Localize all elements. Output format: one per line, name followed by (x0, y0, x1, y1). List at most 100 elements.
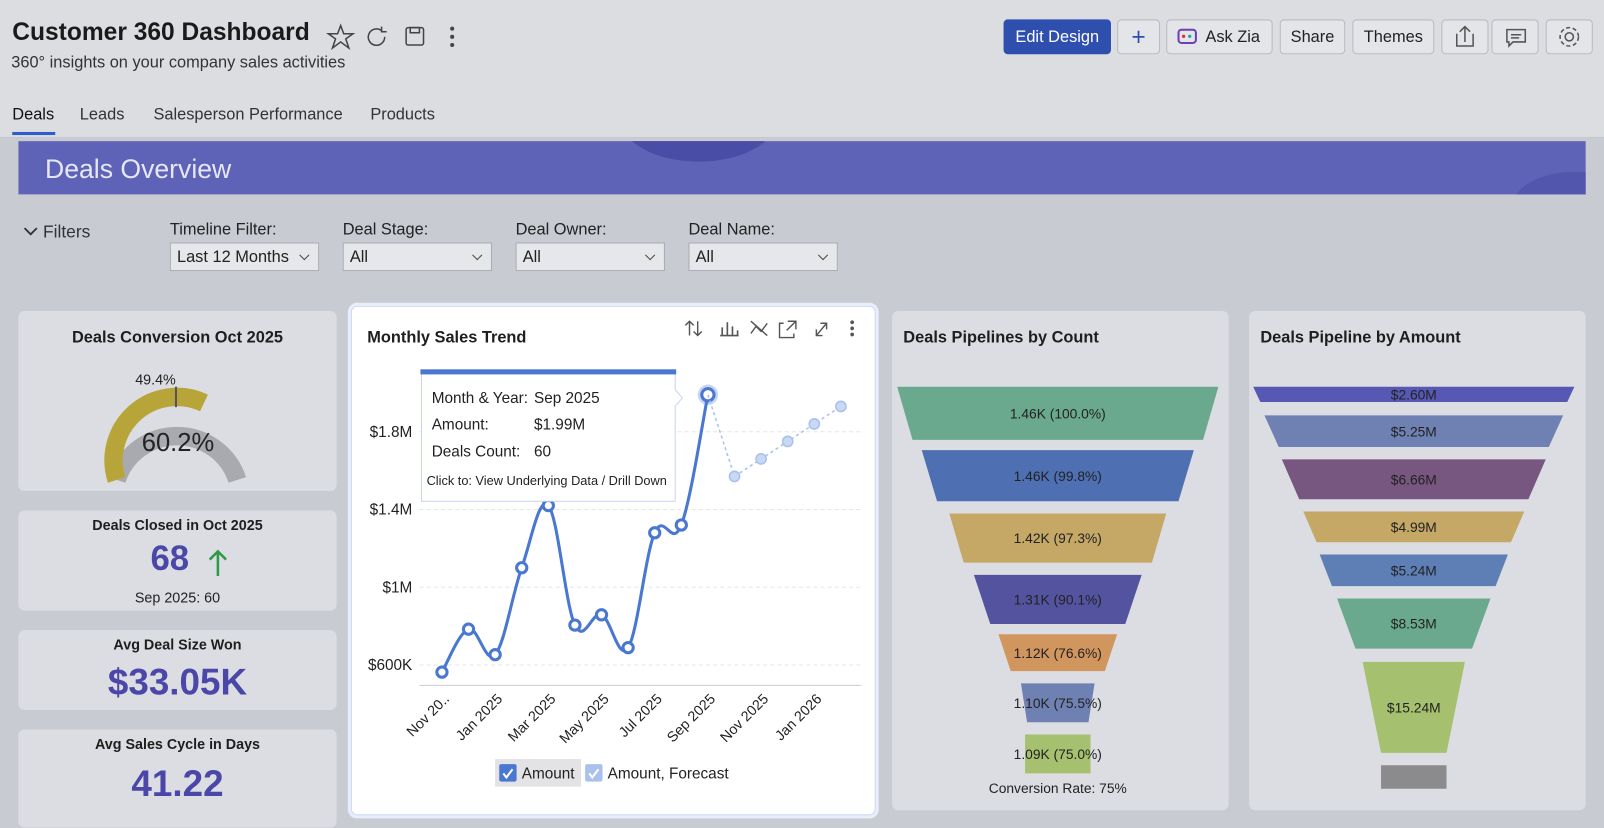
edit-design-button[interactable]: Edit Design (1003, 19, 1111, 55)
legend-swatch (499, 764, 517, 782)
funnel-label: $15.24M (1387, 700, 1441, 716)
funnel-label: $2.60M (1391, 386, 1437, 402)
banner-title: Deals Overview (45, 153, 232, 185)
funnel-label: 1.46K (100.0%) (1010, 405, 1106, 421)
tab[interactable]: Leads (79, 106, 125, 124)
legend-label: Amount (522, 766, 576, 783)
funnel-label: $5.24M (1391, 562, 1437, 578)
banner: Deals Overview (18, 141, 1586, 195)
x-tick-label: Sep 2025 (664, 691, 719, 746)
sales-point (461, 622, 476, 636)
filter-select[interactable]: All (688, 242, 838, 272)
funnel-label: $4.99M (1391, 519, 1437, 535)
funnel-stage (1025, 734, 1091, 774)
funnel-label: 1.12K (76.6%) (1014, 645, 1102, 661)
card-title: Deals Pipelines by Count (903, 329, 1099, 347)
funnel-stage (1020, 683, 1095, 723)
sales-point (594, 608, 609, 622)
funnel-label: $5.25M (1391, 423, 1437, 439)
sales-point (515, 561, 529, 575)
funnel-label: $6.66M (1391, 471, 1437, 487)
tab[interactable]: Products (370, 106, 435, 124)
dashboard-title: Customer 360 Dashboard (12, 18, 310, 47)
share-button[interactable]: Share (1279, 19, 1346, 55)
filter-label: Deal Owner: (515, 220, 607, 239)
funnel-stage (1303, 511, 1525, 543)
filters-chevron[interactable] (23, 225, 39, 239)
chart-toolbar[interactable] (681, 315, 865, 342)
tooltip-value: 60 (534, 443, 551, 460)
forecast-point (728, 470, 741, 483)
filter-select[interactable]: Last 12 Months (169, 242, 320, 272)
tooltip-value: $1.99M (534, 417, 585, 434)
filter-label: Timeline Filter: (169, 220, 277, 239)
tooltip-accent (420, 369, 677, 375)
active-tab-indicator (12, 131, 56, 136)
sales-point (648, 526, 662, 540)
funnel-stage (1253, 386, 1575, 403)
funnel-stage (1381, 765, 1447, 789)
y-tick-label: $1.8M (370, 424, 413, 441)
funnel-stage (1281, 459, 1546, 500)
funnel-stage (897, 386, 1219, 440)
tab[interactable]: Salesperson Performance (153, 106, 343, 124)
funnel-stage (998, 634, 1118, 672)
settings-button[interactable] (1545, 19, 1593, 55)
gauge-track (107, 426, 247, 484)
kpi-card: Deals Conversion Oct 2025 (18, 310, 337, 492)
y-tick-label: $1.4M (370, 502, 413, 519)
filter-select[interactable]: All (342, 242, 493, 272)
funnel-label: 1.31K (90.1%) (1014, 592, 1102, 608)
filter-label: Deal Name: (688, 220, 775, 239)
up-arrow (208, 549, 227, 576)
funnel-stage (921, 450, 1194, 502)
toolbar-icons (1455, 25, 1580, 48)
sales-point (435, 665, 449, 679)
gauge-target-label: 49.4% (135, 373, 176, 389)
title-icons[interactable] (325, 23, 468, 52)
filters-toggle[interactable]: Filters (42, 221, 91, 242)
kpi-card: Avg Sales Cycle in Days 41.22 (18, 729, 337, 828)
sales-point (488, 647, 502, 662)
sales-point (621, 641, 635, 655)
x-tick-label: Jan 2026 (772, 691, 825, 744)
tooltip-hint: Click to: View Underlying Data / Drill D… (427, 473, 667, 488)
x-tick-label: Mar 2025 (505, 691, 559, 745)
x-tick-label: May 2025 (557, 691, 613, 747)
x-tick-label: Nov 20.. (404, 691, 453, 740)
kpi-value: $33.05K (107, 660, 248, 703)
tab[interactable]: Deals (12, 106, 55, 124)
dashboard-subtitle: 360° insights on your company sales acti… (11, 54, 346, 72)
comment-button[interactable] (1491, 19, 1539, 55)
legend-check (588, 768, 600, 780)
forecast-point (781, 435, 794, 448)
funnel-label: 1.09K (75.0%) (1014, 746, 1102, 762)
header-bar: Customer 360 Dashboard 360° insights on … (0, 0, 1604, 139)
filter-select[interactable]: All (515, 242, 665, 272)
kpi-card: Avg Deal Size Won $33.05K (18, 630, 337, 710)
tooltip-key: Month & Year: (432, 390, 528, 407)
gauge-fill (104, 387, 208, 483)
forecast-point (808, 418, 821, 430)
funnel-footer: Conversion Rate: 75% (989, 780, 1127, 796)
legend-check (502, 768, 514, 780)
funnel-label: 1.42K (97.3%) (1014, 530, 1102, 546)
kpi-title: Deals Conversion Oct 2025 (71, 329, 284, 347)
tooltip: Month & Year: Sep 2025 Amount: $1.99M Deals … (420, 369, 684, 502)
themes-button[interactable]: Themes (1352, 19, 1435, 55)
filter-label: Deal Stage: (342, 220, 429, 239)
add-button[interactable]: + (1117, 19, 1161, 55)
kpi-value: 68 (150, 539, 190, 578)
tooltip-key: Deals Count: (432, 443, 521, 460)
zia-icon (1177, 28, 1197, 44)
chart-title: Monthly Sales Trend (367, 329, 527, 347)
kpi-value: 41.22 (131, 762, 224, 805)
funnel-label: 1.46K (99.8%) (1014, 468, 1102, 484)
gauge-value: 60.2% (142, 429, 214, 457)
kpi-compare: Sep 2025: 60 (134, 589, 221, 606)
tooltip-key: Amount: (432, 417, 489, 434)
x-tick-label: Jan 2025 (453, 691, 506, 744)
legend-label: Amount, Forecast (608, 766, 730, 783)
